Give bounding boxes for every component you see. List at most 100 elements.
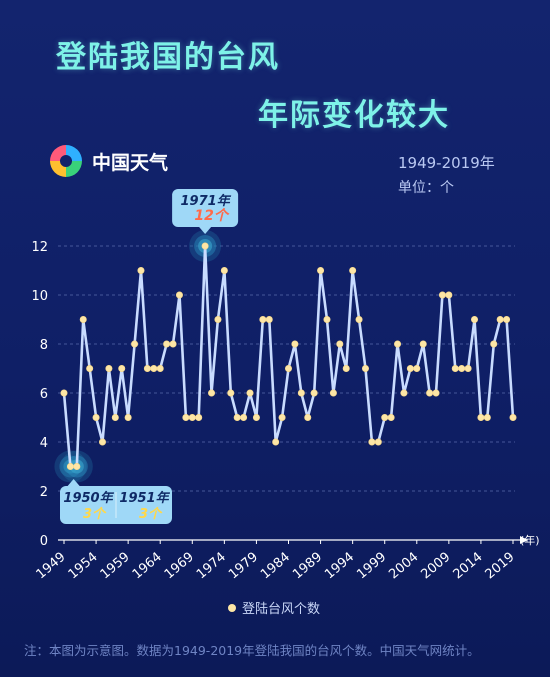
x-tick-label: 2004 <box>386 550 421 583</box>
data-point <box>124 413 132 421</box>
data-point <box>86 364 94 372</box>
data-point <box>214 315 222 323</box>
data-point <box>92 413 100 421</box>
data-point <box>445 291 453 299</box>
x-tick-label: 1994 <box>322 550 357 583</box>
callout-pointer <box>199 227 212 234</box>
data-point <box>426 389 434 397</box>
callout-value: 12个 <box>194 207 229 224</box>
data-point <box>233 413 241 421</box>
x-tick-label: 1954 <box>66 550 101 583</box>
data-point <box>182 413 190 421</box>
x-tick-label: 2019 <box>483 550 518 583</box>
data-point <box>471 315 479 323</box>
data-point <box>374 438 382 446</box>
x-tick-label: 1999 <box>354 550 389 583</box>
data-point <box>79 315 87 323</box>
callout-year: 1971年 <box>181 193 232 209</box>
data-point <box>150 364 158 372</box>
data-point <box>169 340 177 348</box>
data-point <box>438 291 446 299</box>
x-tick-label: 2009 <box>418 550 453 583</box>
data-point <box>195 413 203 421</box>
callout-year: 1951年 <box>119 490 170 506</box>
data-point <box>284 364 292 372</box>
data-point <box>413 364 421 372</box>
data-point <box>252 413 260 421</box>
data-point <box>143 364 151 372</box>
legend: 登陆台风个数 <box>228 598 320 617</box>
x-tick-label: 1959 <box>98 550 133 583</box>
data-point <box>278 413 286 421</box>
data-point <box>220 266 228 274</box>
x-tick-label: 1964 <box>130 550 165 583</box>
y-tick-label: 4 <box>40 436 48 451</box>
data-point <box>98 438 106 446</box>
data-point <box>118 364 126 372</box>
data-point <box>464 364 472 372</box>
data-point <box>131 340 139 348</box>
data-point <box>60 389 68 397</box>
data-point <box>432 389 440 397</box>
data-point <box>400 389 408 397</box>
series-line <box>62 244 515 468</box>
y-tick-label: 12 <box>31 240 48 255</box>
callout-pointer <box>67 479 80 486</box>
legend-marker <box>228 603 236 612</box>
data-point <box>323 315 331 323</box>
data-point <box>246 389 254 397</box>
x-tick-label: 2014 <box>451 550 486 583</box>
data-point <box>272 438 280 446</box>
data-point <box>451 364 459 372</box>
data-point <box>163 340 171 348</box>
data-point <box>317 266 325 274</box>
data-point <box>342 364 350 372</box>
callout-value: 3个 <box>139 506 163 522</box>
data-point <box>111 413 119 421</box>
data-point <box>381 413 389 421</box>
y-tick-label: 6 <box>40 387 48 402</box>
x-tick-label: 1984 <box>258 550 293 583</box>
callout-value: 3个 <box>83 506 107 522</box>
x-axis-label: (年) <box>520 533 540 547</box>
data-point <box>304 413 312 421</box>
legend-label: 登陆台风个数 <box>242 602 321 617</box>
brand-name: 中国天气 <box>92 151 169 174</box>
data-point <box>73 462 81 470</box>
date-range: 1949-2019年 <box>398 154 495 172</box>
data-point <box>477 413 485 421</box>
data-point <box>188 413 196 421</box>
data-point <box>355 315 363 323</box>
data-point <box>66 462 74 470</box>
data-point <box>349 266 357 274</box>
data-point <box>137 266 145 274</box>
unit-label: 单位：个 <box>398 180 454 196</box>
x-axis-arrow-icon <box>520 536 528 544</box>
x-tick-label: 1969 <box>162 550 197 583</box>
y-tick-label: 0 <box>40 534 48 549</box>
y-tick-label: 8 <box>40 338 48 353</box>
data-point <box>265 315 273 323</box>
data-point <box>208 389 216 397</box>
x-tick-label: 1979 <box>226 550 261 583</box>
y-tick-label: 10 <box>31 289 48 304</box>
data-point <box>201 242 209 250</box>
data-point <box>336 340 344 348</box>
data-point <box>297 389 305 397</box>
x-tick-label: 1949 <box>34 550 69 583</box>
data-point <box>361 364 369 372</box>
data-point <box>509 413 517 421</box>
data-point <box>496 315 504 323</box>
data-point <box>503 315 511 323</box>
data-point <box>419 340 427 348</box>
data-point <box>259 315 267 323</box>
data-point <box>458 364 466 372</box>
data-point <box>227 389 235 397</box>
data-point <box>490 340 498 348</box>
data-point <box>310 389 318 397</box>
data-point <box>394 340 402 348</box>
x-tick-label: 1989 <box>290 550 325 583</box>
x-tick-label: 1974 <box>194 550 229 583</box>
